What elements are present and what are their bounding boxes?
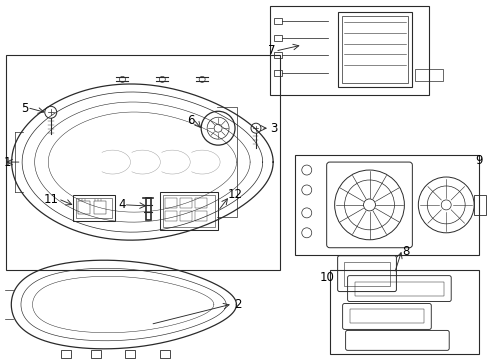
Text: 8: 8 — [402, 245, 410, 258]
Bar — [474, 195, 486, 215]
Bar — [94, 201, 105, 214]
Bar — [195, 198, 207, 208]
Text: 11: 11 — [44, 193, 59, 206]
Bar — [355, 282, 444, 296]
Text: 9: 9 — [476, 154, 483, 167]
Bar — [274, 18, 282, 24]
Bar — [75, 198, 112, 218]
Bar — [338, 12, 413, 87]
Text: 2: 2 — [234, 298, 242, 311]
Bar — [295, 155, 479, 255]
Bar — [342, 15, 408, 84]
Bar — [274, 53, 282, 58]
Bar — [91, 350, 100, 358]
Bar — [163, 195, 215, 227]
Bar — [195, 211, 207, 221]
Text: 6: 6 — [187, 114, 194, 127]
Bar — [274, 71, 282, 76]
Bar — [160, 350, 171, 358]
Bar — [125, 350, 135, 358]
Bar — [180, 211, 192, 221]
Bar — [77, 201, 90, 214]
Bar — [165, 198, 177, 208]
Bar — [274, 35, 282, 41]
Bar — [147, 198, 151, 220]
Bar — [165, 211, 177, 221]
Bar — [73, 195, 115, 221]
Text: 5: 5 — [22, 102, 29, 115]
Bar — [61, 350, 71, 358]
Bar — [6, 55, 280, 270]
Bar — [349, 310, 424, 323]
Text: 12: 12 — [228, 188, 243, 202]
Bar — [270, 6, 429, 95]
Text: 1: 1 — [4, 156, 11, 168]
Bar — [330, 270, 479, 354]
Text: 3: 3 — [270, 122, 277, 135]
Text: 7: 7 — [269, 44, 276, 57]
Bar — [416, 69, 443, 81]
Text: 4: 4 — [118, 198, 125, 211]
Bar — [343, 262, 391, 285]
Text: 10: 10 — [320, 271, 335, 284]
Bar — [160, 192, 218, 230]
Bar — [180, 198, 192, 208]
